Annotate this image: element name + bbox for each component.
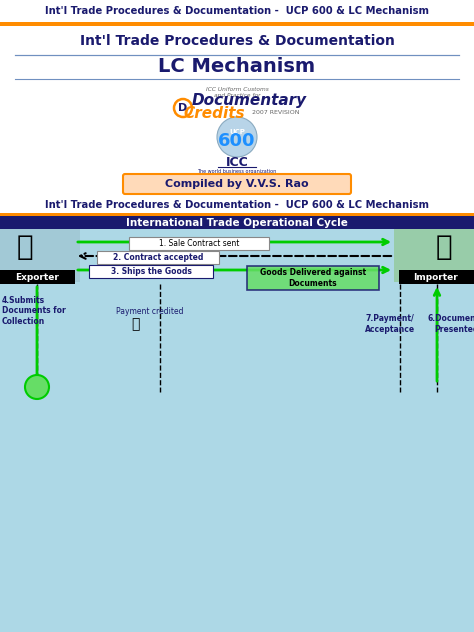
Text: Compiled by V.V.S. Rao: Compiled by V.V.S. Rao xyxy=(165,179,309,189)
Text: 🚶: 🚶 xyxy=(436,233,452,261)
Bar xyxy=(0,216,474,632)
Text: 6.Documents
Presented: 6.Documents Presented xyxy=(428,314,474,334)
Text: 2007 REVISION: 2007 REVISION xyxy=(252,111,300,116)
Text: LC Mechanism: LC Mechanism xyxy=(158,58,316,76)
Text: ICC Uniform Customs
and Practice for: ICC Uniform Customs and Practice for xyxy=(206,87,268,98)
Text: Exporter: Exporter xyxy=(15,272,59,281)
Text: 3. Ships the Goods: 3. Ships the Goods xyxy=(110,267,191,276)
Text: ICC: ICC xyxy=(226,157,248,169)
Circle shape xyxy=(217,117,257,157)
Text: Int'l Trade Procedures & Documentation -  UCP 600 & LC Mechanism: Int'l Trade Procedures & Documentation -… xyxy=(45,6,429,16)
FancyBboxPatch shape xyxy=(123,174,351,194)
Bar xyxy=(0,213,474,216)
Text: 2. Contract accepted: 2. Contract accepted xyxy=(113,253,203,262)
Text: 4.Submits
Documents for
Collection: 4.Submits Documents for Collection xyxy=(2,296,66,326)
Text: Int'l Trade Procedures & Documentation -  UCP 600 & LC Mechanism: Int'l Trade Procedures & Documentation -… xyxy=(45,200,429,210)
Text: International Trade Operational Cycle: International Trade Operational Cycle xyxy=(126,217,348,228)
Text: Goods Delivered against
Documents: Goods Delivered against Documents xyxy=(260,269,366,288)
Text: The world business organization: The world business organization xyxy=(197,169,277,174)
Text: 7.Payment/
Acceptance: 7.Payment/ Acceptance xyxy=(365,314,415,334)
FancyBboxPatch shape xyxy=(247,266,379,290)
Bar xyxy=(0,216,474,229)
Bar xyxy=(399,270,474,284)
FancyBboxPatch shape xyxy=(129,237,269,250)
FancyBboxPatch shape xyxy=(97,251,219,264)
Text: Importer: Importer xyxy=(414,272,458,281)
Bar xyxy=(394,229,474,282)
Text: 👤: 👤 xyxy=(17,233,33,261)
Bar xyxy=(0,0,474,22)
Text: 1. Sale Contract sent: 1. Sale Contract sent xyxy=(159,239,239,248)
Text: Credits: Credits xyxy=(183,106,245,121)
Text: 💰: 💰 xyxy=(131,317,139,331)
Text: Payment credited: Payment credited xyxy=(116,308,184,317)
Text: Int'l Trade Procedures & Documentation: Int'l Trade Procedures & Documentation xyxy=(80,34,394,48)
Text: D: D xyxy=(178,103,188,113)
Text: UCP: UCP xyxy=(229,129,245,135)
Text: Documentary: Documentary xyxy=(192,94,307,109)
Bar xyxy=(0,229,80,282)
Bar xyxy=(0,270,75,284)
Bar xyxy=(0,22,474,26)
Circle shape xyxy=(25,375,49,399)
Text: 600: 600 xyxy=(218,132,256,150)
FancyBboxPatch shape xyxy=(89,265,213,278)
